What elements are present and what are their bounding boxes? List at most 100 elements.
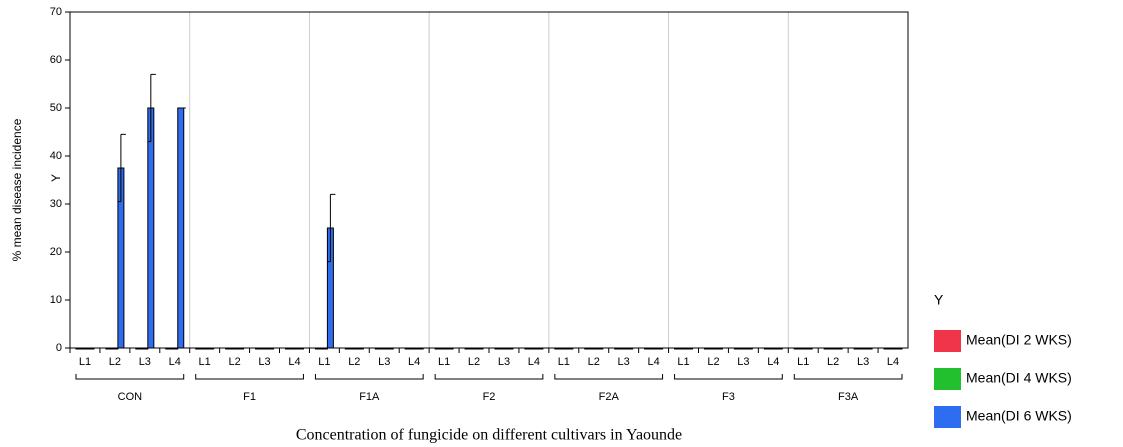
bar <box>590 347 598 350</box>
bar <box>656 347 664 350</box>
group-bracket <box>674 374 783 380</box>
bar <box>476 347 484 350</box>
bar <box>410 347 418 350</box>
y-tick-label: 0 <box>56 342 62 354</box>
bar <box>344 347 352 350</box>
x-tick-label: L1 <box>677 356 689 368</box>
bar <box>255 347 263 350</box>
x-tick-label: L3 <box>378 356 390 368</box>
y-tick-label: 30 <box>50 198 62 210</box>
bar <box>686 347 694 350</box>
bar <box>620 347 628 350</box>
legend-swatch <box>934 406 961 428</box>
x-tick-label: L4 <box>169 356 181 368</box>
bar <box>524 347 532 350</box>
y-tick-label: 50 <box>50 102 62 114</box>
bar <box>650 347 658 350</box>
x-tick-label: L3 <box>498 356 510 368</box>
x-tick-label: L1 <box>558 356 570 368</box>
bar <box>745 347 753 350</box>
legend-label: Mean(DI 2 WKS) <box>966 332 1072 348</box>
group-bracket <box>793 374 903 380</box>
bar <box>703 347 711 350</box>
x-tick-label: L2 <box>588 356 600 368</box>
bar <box>883 347 891 350</box>
bar <box>500 347 508 350</box>
bar <box>404 347 412 350</box>
error-bar <box>117 133 126 203</box>
bar <box>105 347 113 350</box>
bar <box>165 347 173 350</box>
bar <box>446 347 454 350</box>
x-tick-label: L4 <box>887 356 899 368</box>
bar <box>284 347 292 350</box>
bar <box>644 347 652 350</box>
group-bracket <box>554 374 664 380</box>
bar <box>596 347 604 350</box>
bar <box>464 347 472 350</box>
x-tick-label: L4 <box>408 356 420 368</box>
error-bar <box>327 193 336 263</box>
bar <box>715 347 723 350</box>
bar <box>386 347 394 350</box>
bar <box>494 347 502 350</box>
x-tick-label: L1 <box>318 356 330 368</box>
bar <box>829 347 837 350</box>
bar <box>380 347 388 350</box>
group-label: F3A <box>838 391 859 403</box>
bar <box>141 347 149 350</box>
bar <box>895 347 903 350</box>
x-tick-label: L3 <box>139 356 151 368</box>
y-tick-label: 40 <box>50 150 62 162</box>
x-tick-label: L2 <box>109 356 121 368</box>
bar <box>506 347 514 350</box>
bar <box>763 347 771 350</box>
plot-frame <box>69 11 909 349</box>
group-bracket <box>75 374 185 380</box>
bar <box>231 347 239 350</box>
x-tick-label: L4 <box>767 356 779 368</box>
bar <box>865 347 873 350</box>
bar <box>823 347 831 350</box>
bar <box>177 107 185 349</box>
bar <box>296 347 304 350</box>
x-tick-label: L3 <box>857 356 869 368</box>
y-tick-label: 60 <box>50 54 62 66</box>
x-axis-label: Concentration of fungicide on different … <box>296 427 682 444</box>
group-bracket <box>434 374 544 380</box>
bar <box>374 347 382 350</box>
bar <box>739 347 747 350</box>
bar <box>566 347 574 350</box>
bar <box>536 347 544 350</box>
bar <box>111 347 119 350</box>
y-tick-label: 20 <box>50 246 62 258</box>
bar <box>261 347 269 350</box>
x-tick-label: L2 <box>827 356 839 368</box>
group-label: F2A <box>599 391 620 403</box>
bar <box>889 347 897 350</box>
bar <box>560 347 568 350</box>
group-label: F3 <box>722 391 735 403</box>
x-tick-label: L1 <box>438 356 450 368</box>
x-tick-label: L2 <box>228 356 240 368</box>
bar <box>87 347 95 350</box>
x-tick-label: L1 <box>199 356 211 368</box>
bar <box>147 107 155 349</box>
bar <box>350 347 358 350</box>
bar <box>320 347 328 350</box>
group-label: F1 <box>243 391 256 403</box>
bar <box>554 347 562 350</box>
group-label: F1A <box>359 391 380 403</box>
bar <box>237 347 245 350</box>
group-bracket <box>195 374 304 380</box>
group-label: CON <box>118 391 143 403</box>
x-tick-label: L3 <box>737 356 749 368</box>
bar <box>470 347 478 350</box>
legend-swatch <box>934 368 961 390</box>
bar <box>799 347 807 350</box>
x-tick-label: L3 <box>618 356 630 368</box>
bar <box>626 347 634 350</box>
x-tick-label: L4 <box>647 356 659 368</box>
x-tick-label: L4 <box>528 356 540 368</box>
x-tick-label: L1 <box>79 356 91 368</box>
